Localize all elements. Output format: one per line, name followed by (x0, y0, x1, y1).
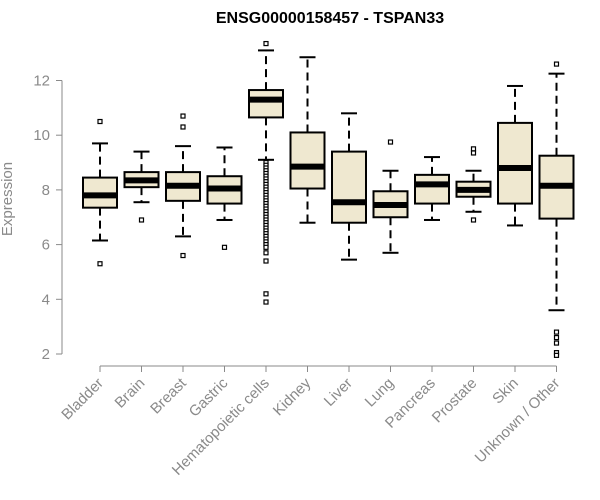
box-iqr (331, 150, 367, 224)
box-hematopoietic-cells (248, 40, 284, 305)
outlier-point (470, 217, 477, 223)
outlier-point (221, 244, 228, 250)
outlier-point (553, 61, 560, 67)
outlier-point (470, 146, 477, 152)
y-axis: 2 4 6 8 10 12 (33, 72, 63, 363)
box-iqr (414, 173, 450, 205)
box-bladder (82, 118, 118, 267)
x-tick-label: Brain (112, 375, 149, 412)
outlier-point (263, 291, 269, 297)
outlier-point (470, 150, 477, 156)
y-tick-label: 4 (42, 291, 50, 308)
box-skin (497, 84, 533, 227)
box-kidney (289, 56, 326, 224)
box-gastric (206, 146, 243, 250)
x-tick-label: Liver (321, 375, 356, 410)
outlier-point (387, 139, 394, 145)
outlier-point (263, 299, 269, 305)
box-iqr (248, 89, 284, 119)
box-breast (165, 113, 201, 259)
box-unknown-other (538, 61, 575, 358)
box-prostate (455, 146, 492, 223)
x-tick-label: Prostate (429, 375, 481, 427)
outlier-point (97, 261, 103, 267)
box-brain (123, 150, 160, 223)
outlier-point (263, 244, 269, 250)
outlier-point (180, 124, 186, 130)
outlier-point (180, 252, 186, 259)
box-iqr (289, 131, 326, 190)
outlier-point (263, 258, 269, 264)
outlier-point (97, 118, 103, 125)
outlier-point (263, 40, 269, 47)
x-tick-label: Kidney (270, 374, 315, 419)
y-tick-label: 10 (33, 127, 50, 144)
box-iqr (497, 121, 533, 205)
outlier-point (180, 113, 186, 119)
outlier-point (553, 329, 560, 335)
y-tick-label: 12 (33, 72, 50, 89)
x-tick-label: Breast (147, 374, 190, 417)
x-tick-label: Lung (362, 375, 398, 411)
box-pancreas (414, 156, 450, 221)
outlier-point (553, 334, 560, 341)
y-tick-label: 2 (42, 346, 50, 363)
x-tick-label: Skin (489, 375, 522, 408)
chart-title: ENSG00000158457 - TSPAN33 (216, 10, 444, 27)
y-tick-label: 8 (42, 182, 50, 199)
box-series (82, 40, 575, 358)
outlier-point (553, 352, 560, 358)
outlier-point (263, 250, 269, 256)
x-tick-label: Bladder (58, 375, 107, 424)
y-axis-label: Expression (0, 162, 16, 236)
outlier-point (138, 217, 145, 223)
y-tick-label: 6 (42, 237, 50, 254)
outlier-point (553, 340, 560, 346)
box-liver (331, 112, 367, 261)
box-lung (372, 139, 409, 254)
